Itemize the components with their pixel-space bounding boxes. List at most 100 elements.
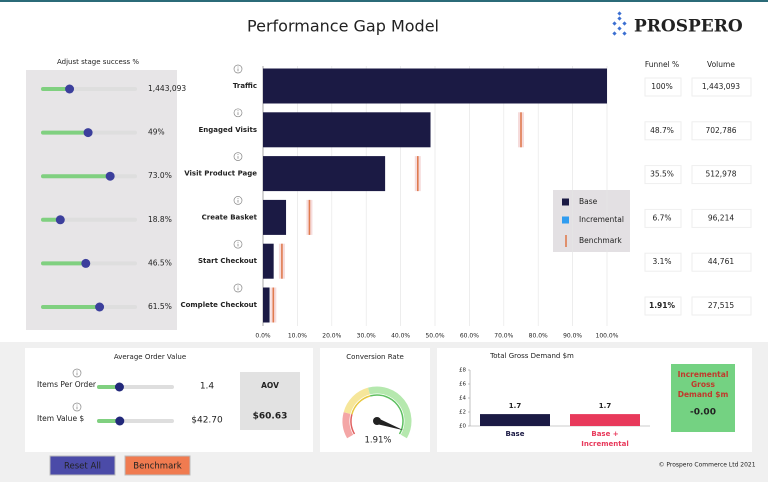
y-tick-label: £6 (459, 382, 466, 388)
table-value: 96,214 (708, 213, 734, 222)
bar (263, 199, 287, 235)
legend-label: Benchmark (579, 236, 622, 245)
x-tick-label: Base (505, 430, 525, 438)
info-icon (233, 239, 243, 249)
legend-label: Base (579, 197, 598, 206)
button[interactable] (49, 455, 116, 476)
top-border (0, 0, 768, 2)
slider-handle[interactable] (65, 84, 75, 94)
info-icon-dot (237, 285, 239, 287)
button-label[interactable]: Reset All (64, 462, 101, 472)
x-tick-label: 50.0% (425, 333, 444, 340)
bar (263, 68, 607, 104)
table-header: Volume (707, 60, 735, 69)
y-tick-label: £2 (459, 410, 466, 416)
info-icon (233, 283, 243, 293)
data-label: 1.7 (599, 402, 612, 410)
info-icon-dot (76, 404, 78, 406)
stage-panel-title: Adjust stage success % (57, 58, 139, 66)
bar (263, 156, 386, 192)
slider-handle[interactable] (115, 416, 125, 426)
table-value: 1,443,093 (702, 82, 740, 91)
x-tick-label: 0.0% (255, 333, 271, 340)
kpi-box (671, 364, 735, 432)
x-tick-label: 90.0% (563, 333, 582, 340)
slider-handle[interactable] (105, 171, 115, 181)
x-tick-label: 40.0% (391, 333, 410, 340)
slider-value: 18.8% (148, 215, 172, 224)
table-cell (691, 165, 752, 185)
bar (263, 243, 274, 279)
slider-handle[interactable] (83, 128, 93, 138)
info-icon-dot (237, 110, 239, 112)
gauge-hub (373, 417, 381, 425)
table-value: 6.7% (652, 213, 671, 222)
gauge-title: Conversion Rate (346, 353, 404, 361)
kpi-value: -0.00 (690, 408, 716, 418)
x-tick-label: 30.0% (357, 333, 376, 340)
slider-value: 49% (148, 128, 165, 137)
y-tick-label: £0 (459, 424, 466, 430)
x-tick-label: 80.0% (529, 333, 548, 340)
bar (570, 414, 640, 426)
category-label: Start Checkout (198, 257, 258, 265)
y-tick-label: £8 (459, 368, 466, 374)
gauge-arc (351, 395, 371, 415)
table-header: Funnel % (645, 60, 679, 69)
slider-value: 73.0% (148, 171, 172, 180)
slider-handle[interactable] (81, 258, 91, 268)
category-label: Visit Product Page (184, 170, 257, 178)
table-cell (644, 77, 682, 97)
table-cell (644, 208, 682, 228)
table-value: 100% (651, 82, 672, 91)
table-value: 702,786 (705, 126, 736, 135)
info-icon (72, 402, 82, 412)
data-label: 1.7 (509, 402, 522, 410)
table-cell (691, 208, 752, 228)
input-label: Item Value $ (37, 414, 84, 423)
gauge-arc (350, 414, 356, 435)
slider-handle[interactable] (114, 382, 124, 392)
table-value: 27,515 (708, 301, 734, 310)
slider-value: 61.5% (148, 302, 172, 311)
footer: © Prospero Commerce Ltd 2021 (658, 462, 755, 469)
category-label: Engaged Visits (199, 126, 257, 134)
info-icon-dot (237, 241, 239, 243)
logo-text: PROSPERO (634, 17, 743, 37)
x-tick-label: 10.0% (288, 333, 307, 340)
gauge-arc (370, 394, 404, 435)
table-value: 35.5% (650, 170, 674, 179)
info-icon-dot (237, 66, 239, 68)
button-label[interactable]: Benchmark (133, 462, 181, 472)
table-cell (691, 252, 752, 272)
category-label: Traffic (233, 82, 257, 90)
category-label: Create Basket (202, 213, 258, 221)
info-icon-dot (76, 370, 78, 372)
info-icon (72, 368, 82, 378)
table-cell (644, 252, 682, 272)
stage-panel (26, 70, 177, 330)
gauge-needle (376, 418, 404, 431)
table-cell (691, 77, 752, 97)
bar (263, 287, 270, 323)
page-title: Performance Gap Model (247, 17, 439, 36)
x-tick-label: 70.0% (494, 333, 513, 340)
aov-box (240, 372, 300, 430)
button[interactable] (124, 455, 191, 476)
table-value: 512,978 (705, 170, 736, 179)
conversion-panel (320, 348, 430, 452)
table-cell (691, 121, 752, 141)
table-cell (644, 121, 682, 141)
table-value: 44,761 (708, 257, 734, 266)
slider-handle[interactable] (95, 302, 105, 312)
x-tick-label: 20.0% (322, 333, 341, 340)
info-icon (233, 108, 243, 118)
slider-value: 46.5% (148, 258, 172, 267)
input-label: Items Per Order (37, 380, 97, 389)
info-icon (233, 152, 243, 161)
table-value: 48.7% (650, 126, 674, 135)
x-tick-label: 100.0% (596, 333, 619, 340)
slider-value: 1,443,093 (148, 84, 186, 93)
slider-handle[interactable] (55, 215, 65, 225)
